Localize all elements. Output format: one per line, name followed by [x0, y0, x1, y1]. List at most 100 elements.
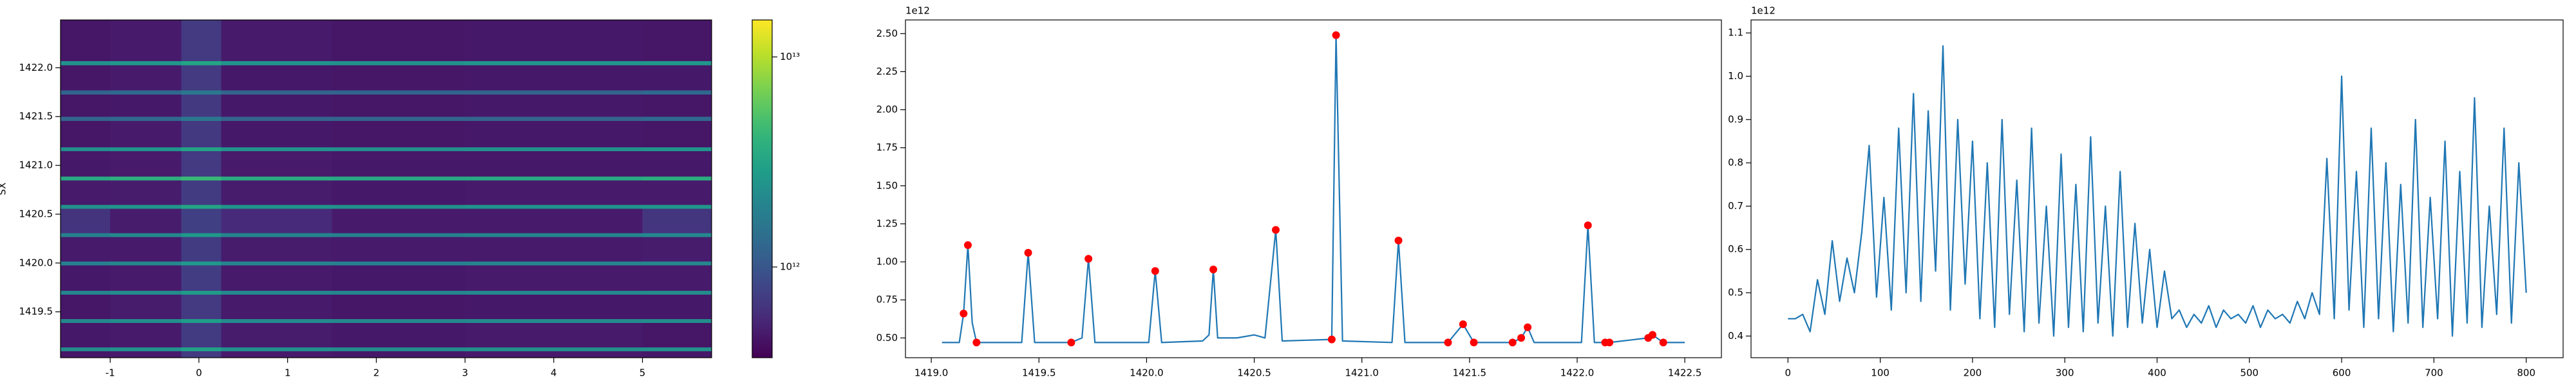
heatmap-cell: [465, 290, 643, 295]
heatmap-cell: [332, 120, 466, 147]
heatmap-cell: [221, 204, 332, 209]
x-tick-label: 700: [2425, 367, 2443, 379]
peak-marker: [1084, 255, 1093, 263]
heatmap-cell: [642, 120, 712, 147]
heatmap-cell: [110, 179, 182, 205]
y-tick-label: 0.9: [1728, 113, 1743, 125]
heatmap-cell: [465, 90, 643, 95]
heatmap-cell: [642, 204, 712, 209]
heatmap-cell: [642, 64, 712, 91]
heatmap-cell: [221, 179, 332, 205]
y-tick-label: 1.0: [1728, 70, 1743, 82]
y-tick-label: 2.25: [876, 66, 898, 77]
heatmap-cell: [61, 294, 111, 319]
heatmap-cell: [642, 318, 712, 323]
heatmap-cell: [332, 204, 466, 209]
heatmap-cell: [465, 179, 643, 205]
heatmap-cell: [61, 351, 111, 358]
x-tick-label: 1419.0: [914, 367, 949, 379]
heatmap-cell: [332, 236, 466, 262]
heatmap-cell: [221, 294, 332, 319]
heatmap-cell: [61, 179, 111, 205]
peak-marker: [1394, 236, 1403, 244]
peak-marker: [1332, 31, 1340, 39]
heatmap-cell: [465, 232, 643, 237]
heatmap-cell: [61, 261, 111, 266]
heatmap-cell: [642, 236, 712, 262]
heatmap-cell: [465, 318, 643, 323]
peak-marker: [1151, 267, 1159, 275]
heatmap-cell: [221, 176, 332, 181]
y-tick-label: 0.6: [1728, 243, 1743, 255]
heatmap-cell: [221, 120, 332, 147]
heatmap-cell: [110, 290, 182, 295]
peak-marker: [1209, 265, 1218, 273]
heatmap-cell: [465, 261, 643, 266]
heatmap-cell: [61, 176, 111, 181]
heatmap-cell: [181, 176, 222, 181]
heatmap-cell: [181, 60, 222, 66]
heatmap-cell: [332, 20, 466, 62]
heatmap-cell: [110, 20, 182, 62]
heatmap-cell: [110, 264, 182, 291]
heatmap-cell: [181, 64, 222, 91]
heatmap-cell: [332, 318, 466, 323]
x-tick-label: 2: [374, 367, 380, 379]
y-tick-label: 1.00: [876, 256, 898, 268]
heatmap-cell: [181, 351, 222, 358]
heatmap-cell: [61, 20, 111, 62]
heatmap-cell: [61, 151, 111, 177]
heatmap-cell: [181, 236, 222, 262]
heatmap-cell: [181, 151, 222, 177]
heatmap-cell: [642, 294, 712, 319]
heatmap-cell: [465, 294, 643, 319]
y-tick-label: 0.5: [1728, 287, 1743, 299]
heatmap-cell: [332, 90, 466, 95]
heatmap-cell: [642, 116, 712, 121]
x-tick-label: 1420.5: [1237, 367, 1271, 379]
heatmap-cell: [332, 60, 466, 66]
peak-marker: [1517, 334, 1526, 342]
heatmap-cell: [181, 94, 222, 117]
heatmap-cell: [221, 351, 332, 358]
heatmap-cell: [465, 120, 643, 147]
x-tick-label: 1419.5: [1022, 367, 1056, 379]
heatmap-cell: [61, 264, 111, 291]
heatmap-cell: [332, 261, 466, 266]
x-tick-label: 1422.0: [1560, 367, 1595, 379]
heatmap-cell: [110, 294, 182, 319]
heatmap-cell: [221, 64, 332, 91]
x-tick-label: 800: [2517, 367, 2535, 379]
heatmap-cell: [332, 290, 466, 295]
x-tick-label: 400: [2148, 367, 2166, 379]
x-tick-label: 3: [462, 367, 468, 379]
x-tick-label: 1422.5: [1668, 367, 1702, 379]
heatmap-cell: [110, 232, 182, 237]
heatmap-cell: [465, 147, 643, 151]
heatmap-cell: [465, 351, 643, 358]
heatmap-cell: [642, 232, 712, 237]
heatmap-cell: [181, 290, 222, 295]
heatmap-cell: [221, 264, 332, 291]
heatmap-cell: [465, 347, 643, 351]
heatmap-cell: [61, 147, 111, 151]
heatmap-cell: [642, 94, 712, 117]
heatmap-cell: [110, 116, 182, 121]
heatmap-cell: [642, 20, 712, 62]
peak-marker: [1659, 338, 1667, 347]
heatmap-cell: [221, 20, 332, 62]
heatmap-cell: [221, 347, 332, 351]
heatmap-cell: [642, 90, 712, 95]
heatmap-cell: [465, 264, 643, 291]
heatmap-cell: [110, 151, 182, 177]
heatmap-cell: [110, 147, 182, 151]
heatmap-cell: [221, 94, 332, 117]
heatmap-cell: [332, 322, 466, 347]
heatmap-cell: [332, 147, 466, 151]
heatmap-cell: [465, 322, 643, 347]
y-tick-label: 1.50: [876, 179, 898, 191]
heatmap-cell: [61, 64, 111, 91]
heatmap-cell: [332, 264, 466, 291]
peak-marker: [1327, 335, 1336, 344]
